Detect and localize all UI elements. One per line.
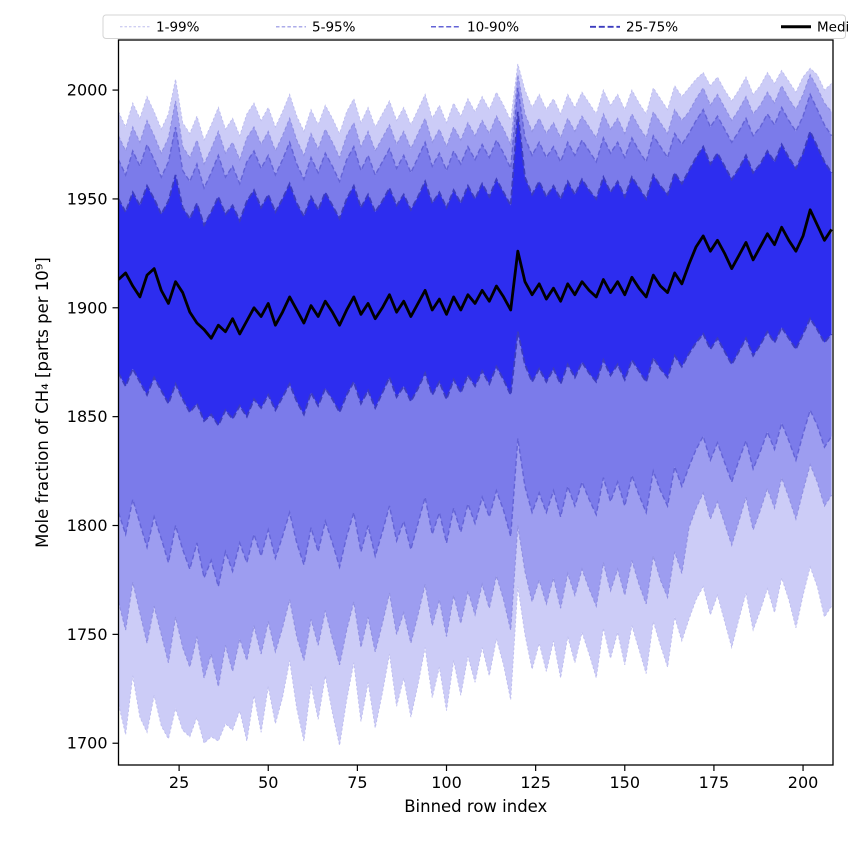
axes-spines bbox=[117, 39, 834, 766]
percentile-line-25-75%-hi bbox=[118, 111, 833, 228]
x-axis-label: Binned row index bbox=[404, 797, 547, 816]
percentile-line-25-75%-lo bbox=[118, 316, 833, 428]
percentile-line-10-90%-lo bbox=[118, 408, 833, 587]
x-tick-label: 100 bbox=[431, 773, 462, 792]
x-tick-label: 125 bbox=[520, 773, 551, 792]
percentile-line-5-95%-hi bbox=[118, 73, 832, 166]
median-line bbox=[118, 208, 833, 340]
legend-label: 5-95% bbox=[312, 19, 356, 35]
percentile-line-10-90%-hi bbox=[118, 87, 833, 191]
legend-label: Median bbox=[817, 19, 850, 35]
y-tick-label: 1850 bbox=[67, 407, 108, 426]
x-tick-label: 50 bbox=[258, 773, 278, 792]
x-tick-label: 75 bbox=[347, 773, 367, 792]
legend-box bbox=[102, 14, 846, 39]
x-tick-label: 25 bbox=[169, 773, 189, 792]
band-fill-25-75% bbox=[118, 111, 832, 426]
percentile-line-5-95%-lo bbox=[118, 462, 833, 687]
y-tick-label: 1750 bbox=[67, 625, 108, 644]
percentile-line-1-99%-lo bbox=[118, 565, 832, 746]
y-tick-label: 2000 bbox=[67, 81, 108, 100]
legend-label: 25-75% bbox=[626, 19, 678, 35]
x-tick-label: 200 bbox=[788, 773, 819, 792]
y-tick-label: 1950 bbox=[67, 189, 108, 208]
legend-label: 1-99% bbox=[156, 19, 200, 35]
x-tick-label: 175 bbox=[699, 773, 730, 792]
y-tick-label: 1700 bbox=[67, 734, 108, 753]
percentile-line-1-99%-hi bbox=[118, 63, 832, 142]
x-tick-label: 150 bbox=[610, 773, 641, 792]
y-axis-label: Mole fraction of CH₄ [parts per 10⁹] bbox=[33, 257, 52, 548]
y-tick-label: 1900 bbox=[67, 298, 108, 317]
legend-label: 10-90% bbox=[467, 19, 519, 35]
y-tick-label: 1800 bbox=[67, 516, 108, 535]
